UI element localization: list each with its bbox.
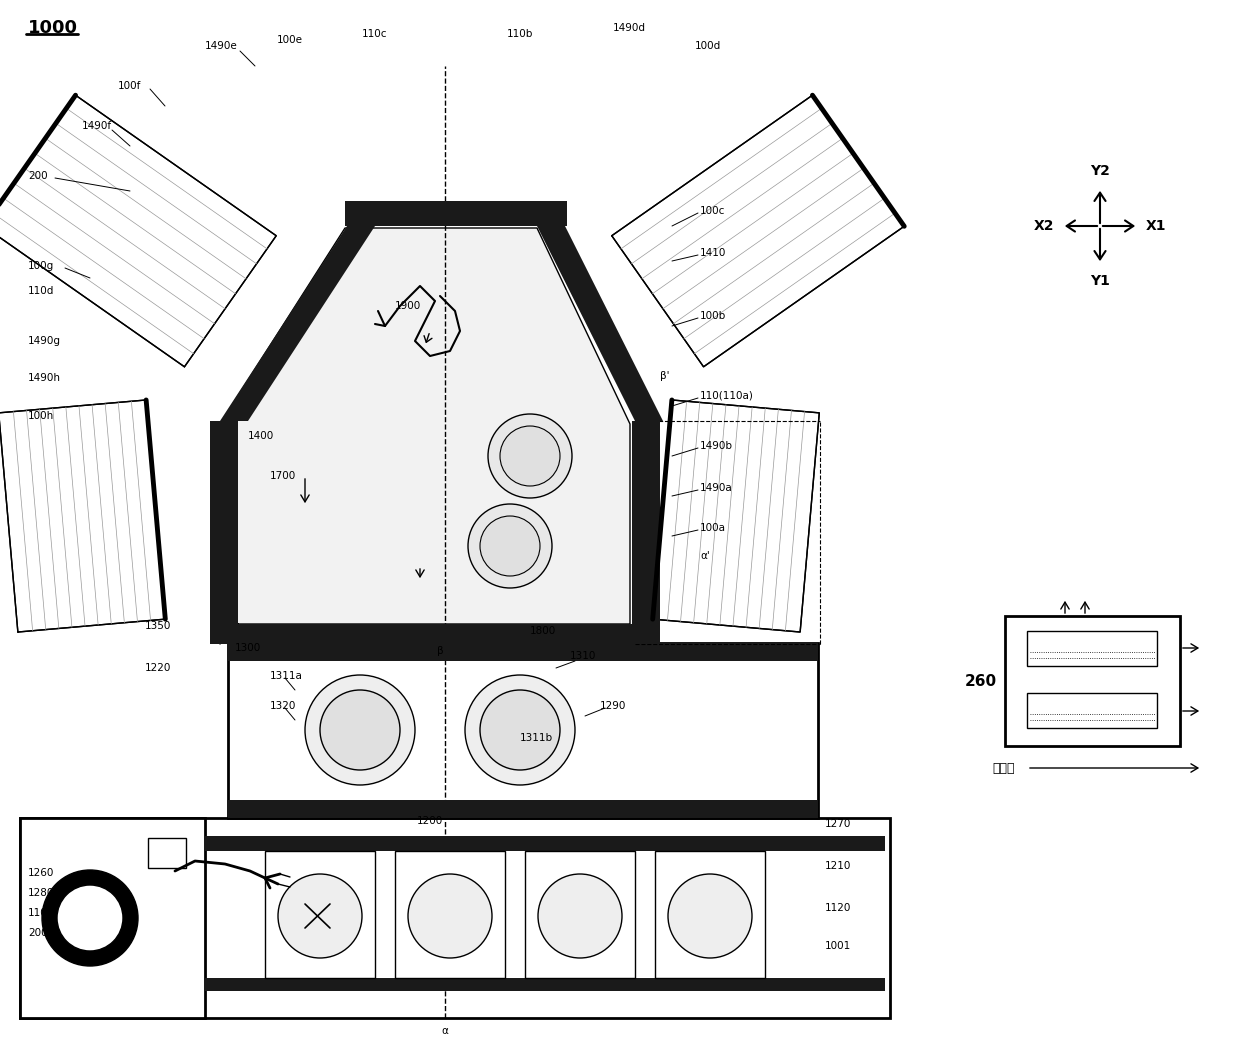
Polygon shape	[537, 226, 663, 420]
Text: 1350: 1350	[145, 621, 171, 631]
Polygon shape	[205, 836, 885, 851]
Polygon shape	[632, 420, 660, 644]
Text: 1490g: 1490g	[29, 336, 61, 346]
Text: 1700: 1700	[270, 471, 296, 481]
Text: Y2: Y2	[1090, 164, 1110, 178]
Bar	[655, 851, 765, 978]
Circle shape	[500, 426, 560, 486]
Text: 100h: 100h	[29, 411, 55, 420]
Text: 1490b: 1490b	[701, 441, 733, 451]
Text: X2: X2	[1033, 219, 1054, 233]
Circle shape	[480, 516, 539, 576]
Polygon shape	[0, 95, 277, 367]
Text: 100b: 100b	[701, 311, 727, 321]
Text: 1220: 1220	[145, 663, 171, 673]
Circle shape	[278, 874, 362, 958]
Text: 1490d: 1490d	[613, 23, 646, 33]
Circle shape	[668, 874, 751, 958]
Text: 1290: 1290	[600, 701, 626, 711]
Text: 1320: 1320	[270, 701, 296, 711]
Polygon shape	[219, 226, 374, 420]
Polygon shape	[205, 978, 885, 991]
Circle shape	[42, 870, 138, 967]
Polygon shape	[228, 643, 818, 661]
Text: 1200: 1200	[417, 816, 443, 826]
Text: 200: 200	[29, 170, 47, 181]
Text: Y1: Y1	[1090, 274, 1110, 288]
Text: 1260: 1260	[29, 868, 55, 878]
Text: 110c: 110c	[362, 29, 388, 39]
Text: β: β	[436, 646, 444, 656]
Text: 1270: 1270	[825, 819, 852, 829]
Bar	[148, 838, 186, 868]
Bar	[396, 851, 505, 978]
Text: 260: 260	[965, 674, 997, 688]
Text: 200: 200	[29, 928, 47, 938]
Text: 1410: 1410	[701, 248, 727, 258]
Circle shape	[57, 885, 123, 951]
Polygon shape	[210, 624, 658, 644]
Text: β': β'	[660, 371, 670, 381]
Text: 1490e: 1490e	[205, 41, 238, 51]
Polygon shape	[652, 400, 820, 632]
Text: 110d: 110d	[29, 286, 55, 296]
Text: 1311a: 1311a	[270, 670, 303, 681]
Bar	[1027, 631, 1157, 666]
Text: 1490f: 1490f	[82, 121, 112, 131]
Polygon shape	[219, 228, 630, 644]
Bar	[1027, 693, 1157, 728]
Text: 1490h: 1490h	[29, 373, 61, 383]
Text: α: α	[441, 1026, 449, 1036]
Circle shape	[538, 874, 622, 958]
Text: 100g: 100g	[29, 262, 55, 271]
Circle shape	[489, 414, 572, 498]
Text: 1800: 1800	[529, 626, 557, 636]
Text: 1100: 1100	[29, 908, 55, 918]
Text: 1311b: 1311b	[520, 733, 553, 743]
Text: 100a: 100a	[701, 523, 725, 533]
Text: 100f: 100f	[118, 81, 141, 91]
Text: 1900: 1900	[396, 301, 422, 311]
Polygon shape	[345, 201, 567, 226]
Polygon shape	[228, 800, 818, 818]
Text: 1490a: 1490a	[701, 483, 733, 493]
Text: 110b: 110b	[507, 29, 533, 39]
Circle shape	[480, 690, 560, 770]
Text: 1310: 1310	[570, 651, 596, 661]
Polygon shape	[611, 95, 904, 367]
Text: 100c: 100c	[701, 206, 725, 217]
Text: 信号線: 信号線	[992, 761, 1016, 774]
Text: X1: X1	[1146, 219, 1167, 233]
Text: 1210: 1210	[825, 861, 852, 871]
Circle shape	[408, 874, 492, 958]
Text: α': α'	[701, 551, 709, 561]
Bar	[265, 851, 374, 978]
Circle shape	[305, 675, 415, 784]
Bar	[20, 818, 890, 1018]
Bar	[20, 818, 205, 1018]
Circle shape	[320, 690, 401, 770]
Text: 1300: 1300	[236, 643, 262, 653]
Polygon shape	[0, 400, 165, 632]
Polygon shape	[210, 420, 238, 644]
Bar	[228, 643, 818, 818]
Text: 1400: 1400	[248, 431, 274, 441]
Text: 100e: 100e	[277, 35, 303, 45]
Text: 110(110a): 110(110a)	[701, 391, 754, 401]
Circle shape	[467, 504, 552, 588]
Text: 1120: 1120	[825, 903, 852, 913]
Circle shape	[465, 675, 575, 784]
Text: 1000: 1000	[29, 19, 78, 37]
Bar	[525, 851, 635, 978]
Text: 100d: 100d	[694, 41, 722, 51]
Text: 1280: 1280	[29, 888, 55, 899]
Bar	[1004, 616, 1180, 746]
Text: 1001: 1001	[825, 941, 851, 951]
